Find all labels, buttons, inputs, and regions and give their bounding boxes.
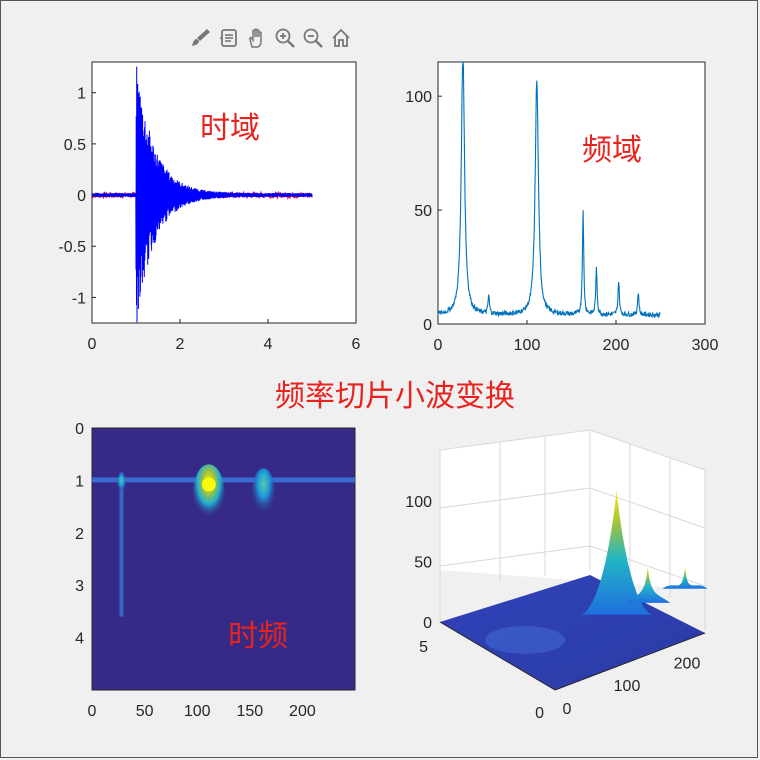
tf-xtick: 0 [88, 703, 97, 720]
time-frequency-axes [91, 427, 356, 691]
tf-xtick: 150 [236, 703, 263, 720]
surface-peak [581, 490, 652, 615]
surface-gridlines [439, 429, 706, 630]
time-frequency-plot: 0 50 100 150 200 0 1 2 3 4 时频 [75, 421, 356, 720]
time-domain-plot: 0 2 4 6 1 0.5 0 -0.5 -1 时域 [58, 61, 361, 353]
freq-xtick: 300 [692, 337, 719, 354]
brush-icon[interactable] [188, 24, 214, 52]
data-tips-icon[interactable] [216, 24, 242, 52]
home-icon[interactable] [328, 24, 354, 52]
freq-ytick: 50 [414, 203, 432, 220]
surface-xtick: 0 [563, 701, 572, 718]
axes-toolbar [188, 24, 354, 54]
time-domain-annotation: 时域 [200, 112, 260, 145]
time-ytick: -0.5 [58, 239, 86, 256]
time-ytick: 0.5 [64, 137, 86, 154]
time-ytick: 1 [77, 86, 86, 103]
zoom-in-icon[interactable] [272, 24, 298, 52]
freq-ytick: 0 [423, 317, 432, 334]
time-ytick: 0 [77, 188, 86, 205]
tf-xtick: 200 [289, 703, 316, 720]
tf-ytick: 3 [75, 578, 84, 595]
zoom-out-icon[interactable] [300, 24, 326, 52]
surface-ridge [485, 626, 565, 654]
surface-ztick: 0 [423, 615, 432, 632]
freq-xtick: 100 [514, 337, 541, 354]
time-xtick: 4 [264, 336, 273, 353]
time-xtick: 6 [352, 336, 361, 353]
pan-hand-icon[interactable] [244, 24, 270, 52]
low-frequency-streak [119, 472, 124, 617]
hot-spot-core [201, 477, 216, 492]
surface-peak [662, 566, 708, 589]
tf-ytick: 2 [75, 526, 84, 543]
freq-ytick: 100 [405, 89, 432, 106]
time-series-blue [91, 66, 313, 323]
frequency-domain-plot: 0 100 200 300 100 50 0 频域 [405, 61, 719, 354]
tf-ytick: 4 [75, 631, 84, 648]
surface-ytick: 0 [535, 705, 544, 722]
freq-xtick: 200 [603, 337, 630, 354]
tf-xtick: 50 [136, 703, 154, 720]
time-domain-signal [91, 66, 313, 323]
frequency-domain-axes [437, 61, 706, 325]
hot-spot [116, 474, 127, 495]
surface-xtick: 100 [614, 678, 641, 695]
time-xtick: 0 [88, 336, 97, 353]
tf-xtick: 100 [184, 703, 211, 720]
surface-ztick: 100 [405, 494, 432, 511]
spectrum-line [437, 61, 661, 319]
time-frequency-annotation: 时频 [228, 620, 288, 653]
surface-peak [625, 566, 671, 603]
tf-ytick: 1 [75, 473, 84, 490]
surface-box-back [440, 430, 705, 590]
time-ytick: -1 [72, 290, 86, 307]
freq-xtick: 0 [434, 337, 443, 354]
surface-xtick: 200 [674, 655, 701, 672]
hot-spot [192, 464, 225, 525]
surface-floor [440, 575, 705, 690]
frequency-domain-annotation: 频域 [582, 134, 642, 167]
frequency-band [92, 477, 355, 483]
surface-ytick: 5 [419, 639, 428, 656]
tf-ytick: 0 [75, 421, 84, 438]
time-xtick: 2 [176, 336, 185, 353]
center-title: 频率切片小波变换 [275, 380, 515, 413]
hot-spot [251, 468, 276, 521]
surface-ztick: 50 [414, 555, 432, 572]
